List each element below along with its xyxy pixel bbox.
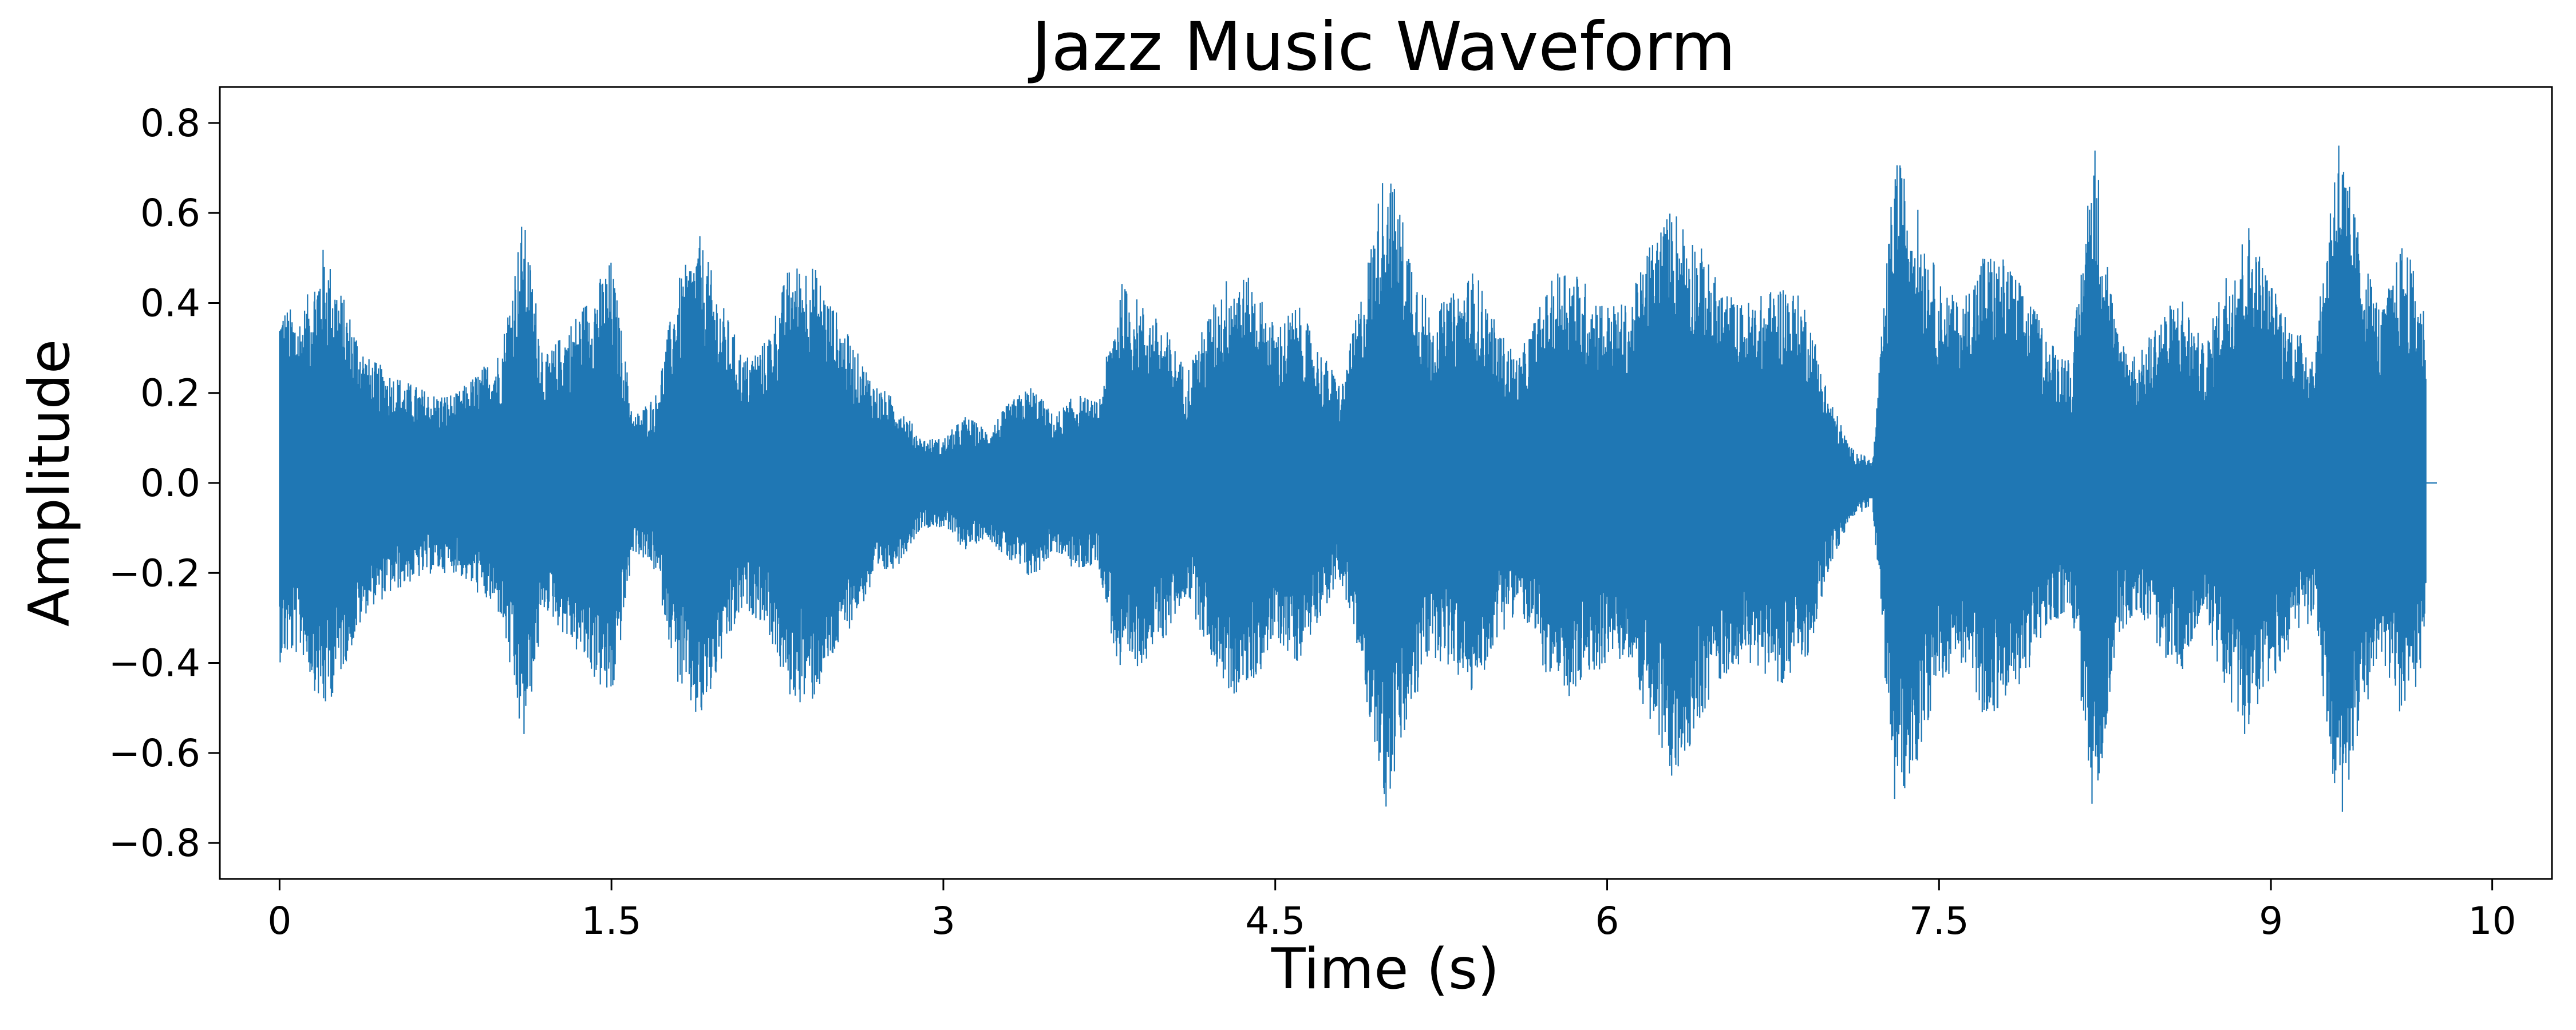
x-tick-label: 0 — [267, 899, 291, 943]
chart-title: Jazz Music Waveform — [1028, 7, 1736, 86]
y-axis: 0.8 0.6 0.4 0.2 0.0 −0.2 −0.4 −0.6 −0.8 — [109, 101, 220, 865]
x-tick-label: 6 — [1595, 899, 1619, 943]
y-tick-label: −0.2 — [109, 551, 200, 595]
y-tick-label: 0.8 — [140, 101, 200, 145]
y-tick-label: 0.2 — [140, 371, 200, 415]
x-tick-label: 7.5 — [1909, 899, 1969, 943]
waveform-line — [279, 145, 2437, 812]
x-axis: 0 1.5 3 4.5 6 7.5 9 10 — [267, 879, 2516, 943]
y-tick-label: 0.0 — [140, 461, 200, 505]
x-tick-label: 3 — [931, 899, 955, 943]
x-tick-label: 10 — [2468, 899, 2516, 943]
y-tick-label: −0.6 — [109, 731, 200, 775]
x-axis-title: Time (s) — [1271, 937, 1500, 1002]
y-tick-label: 0.4 — [140, 281, 200, 325]
x-tick-label: 4.5 — [1245, 899, 1305, 943]
x-tick-label: 1.5 — [582, 899, 642, 943]
y-axis-title: Amplitude — [17, 339, 82, 627]
y-tick-label: −0.4 — [109, 641, 200, 686]
y-tick-label: 0.6 — [140, 191, 200, 235]
x-tick-label: 9 — [2259, 899, 2283, 943]
plot-area — [279, 145, 2437, 812]
y-tick-label: −0.8 — [109, 821, 200, 865]
